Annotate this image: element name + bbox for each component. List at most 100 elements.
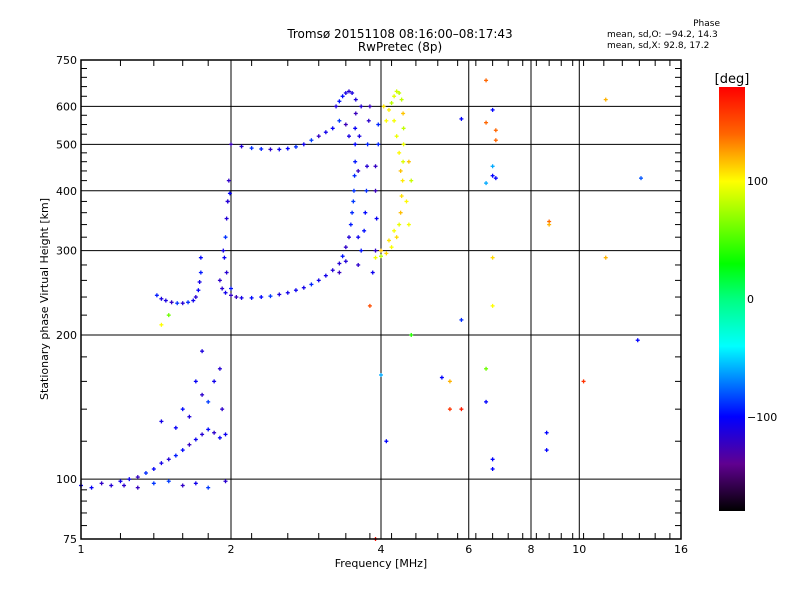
data-point [394,134,399,139]
data-point [151,481,156,486]
data-point [249,295,254,300]
data-point [316,278,321,283]
data-point [301,285,306,290]
data-point [364,188,369,193]
data-point [353,111,358,116]
data-point [447,379,452,384]
data-point [384,439,389,444]
data-point [259,295,264,300]
y-tick-label: 600 [56,100,77,113]
data-point [259,146,264,151]
data-point [340,94,345,99]
data-point [343,122,348,127]
colorbar-tick-label: −100 [747,411,777,424]
data-point [166,479,171,484]
data-point [222,255,227,260]
data-point [581,379,586,384]
data-point [249,146,254,151]
data-point [362,228,367,233]
data-point [198,270,203,275]
data-point [180,301,185,306]
y-tick-label: 500 [56,138,77,151]
data-point [323,273,328,278]
data-point [490,303,495,308]
data-point [373,255,378,260]
data-point [220,407,225,412]
x-axis-label: Frequency [MHz] [335,557,427,570]
data-point [484,399,489,404]
data-point [398,168,403,173]
data-point [223,432,228,437]
data-point [234,295,239,300]
data-point [366,118,371,123]
data-point [544,448,549,453]
y-tick-label: 75 [63,533,77,546]
grid-lines [81,60,681,539]
data-point [193,481,198,486]
data-point [348,222,353,227]
colorbar-ticks: 100 0 −100 [747,175,777,424]
data-point [493,176,498,181]
data-point [374,216,379,221]
data-point [309,282,314,287]
data-point [334,104,339,109]
data-point [173,425,178,430]
data-point [323,130,328,135]
data-point [224,270,229,275]
data-point [406,222,411,227]
data-point [484,181,489,186]
data-point [397,90,402,95]
data-point [392,94,397,99]
data-point [493,128,498,133]
data-point [330,126,335,131]
data-point [223,479,228,484]
data-point [337,99,342,104]
colorbar-tick-label: 100 [747,175,768,188]
data-point [293,288,298,293]
data-point [206,427,211,432]
data-point [127,477,132,482]
x-tick-label: 10 [572,543,586,556]
data-point [398,210,403,215]
data-point [309,138,314,143]
data-point [363,210,368,215]
data-point [229,293,233,298]
data-point [89,485,94,490]
data-point [99,481,104,486]
data-point [353,159,358,164]
chart-subtitle: RwPretec (8p) [357,40,443,54]
data-points [79,78,644,541]
data-point [544,430,549,435]
data-point [293,144,298,149]
data-point [386,107,391,112]
data-point [187,442,192,447]
data-point [346,235,351,240]
data-point [346,89,351,94]
data-point [603,255,608,260]
data-point [154,293,159,298]
x-tick-label: 1 [78,543,85,556]
data-point [159,461,164,466]
data-point [484,78,489,83]
data-point [459,317,464,322]
y-tick-labels: 75 100 200 300 400 500 600 750 [56,54,77,546]
x-tick-label: 6 [465,543,472,556]
data-point [159,419,164,424]
data-point [359,104,364,109]
data-point [350,210,355,215]
data-point [399,97,404,102]
data-point [217,278,222,283]
data-point [180,448,185,453]
data-point [229,142,233,147]
data-point [406,159,411,164]
data-point [359,248,364,253]
phase-stats-o-mode: mean, sd,O: −94.2, 14.3 [607,30,718,40]
data-point [635,338,640,343]
data-point [227,191,232,196]
data-point [212,430,217,435]
data-point [490,457,495,462]
data-point [343,90,348,95]
data-point [394,89,399,94]
data-point [175,301,180,306]
